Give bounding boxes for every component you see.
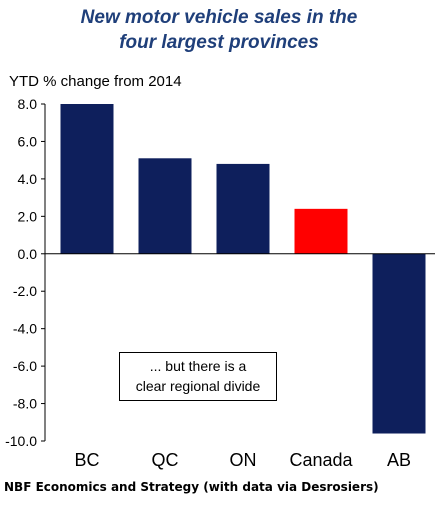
annotation-box: ... but there is a clear regional divide — [119, 352, 277, 401]
bar-on — [216, 163, 270, 254]
x-category-label: ON — [230, 450, 257, 470]
y-axis-label: YTD % change from 2014 — [9, 73, 182, 90]
bar-ab — [372, 253, 426, 434]
bar-canada — [294, 208, 348, 254]
x-category-label: AB — [387, 450, 411, 470]
x-category-label: Canada — [289, 450, 353, 470]
y-tick-label: -2.0 — [13, 283, 37, 299]
x-category-label: BC — [74, 450, 99, 470]
y-tick-label: 8.0 — [18, 96, 38, 112]
source-note: NBF Economics and Strategy (with data vi… — [4, 480, 379, 494]
y-tick-label: 4.0 — [18, 171, 38, 187]
y-tick-label: -8.0 — [13, 396, 37, 412]
y-tick-label: 6.0 — [18, 133, 38, 149]
x-category-label: QC — [152, 450, 179, 470]
y-tick-label: -6.0 — [13, 358, 37, 374]
y-tick-label: -4.0 — [13, 321, 37, 337]
annotation-line2: clear regional divide — [135, 378, 261, 394]
y-tick-label: -10.0 — [5, 433, 37, 449]
y-tick-label: 0.0 — [18, 246, 38, 262]
chart-title-line2: four largest provinces — [119, 32, 319, 53]
y-tick-label: 2.0 — [18, 208, 38, 224]
bar-qc — [138, 158, 192, 254]
annotation-line1: ... but there is a — [149, 358, 247, 374]
bar-bc — [60, 104, 114, 254]
chart-title-line1: New motor vehicle sales in the — [80, 7, 358, 28]
